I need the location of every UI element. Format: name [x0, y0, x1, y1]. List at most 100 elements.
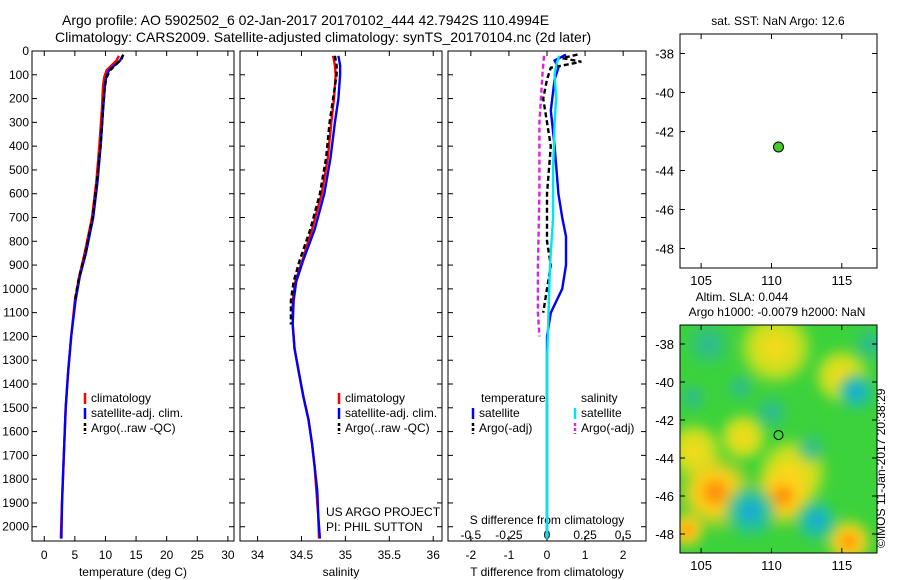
difference-temperature-legend-label: Argo(-adj) — [479, 421, 532, 435]
difference-xtick-label: -2 — [466, 548, 477, 562]
sla_map-float-marker — [773, 430, 784, 441]
temperature-xtick-label: 5 — [72, 548, 79, 562]
difference-stick-label: 0.25 — [573, 528, 597, 542]
sst_map-ytick-label: -38 — [655, 47, 674, 62]
temperature-xtick-label: 30 — [221, 548, 235, 562]
sla-heatmap-cell — [680, 510, 708, 551]
sst_map-ytick-label: -46 — [655, 203, 674, 218]
sla-heatmap-cell — [720, 481, 781, 542]
salinity-annotation-pi: PI: PHIL SUTTON — [326, 520, 423, 534]
sla-heatmap-cell — [735, 325, 816, 388]
difference-temperature-legend-label: satellite — [479, 406, 520, 420]
temperature-ytick-label: 1800 — [2, 472, 29, 486]
temperature-ytick-label: 100 — [9, 68, 29, 82]
difference-stick-label: 0.5 — [615, 528, 632, 542]
sla_map-ytick-label: -46 — [655, 489, 674, 504]
series-line-salinity-satellite — [545, 55, 561, 539]
temperature-legend-label: climatology — [91, 391, 151, 405]
salinity-legend-label: climatology — [345, 391, 405, 405]
temperature-ytick-label: 900 — [9, 258, 29, 272]
temperature-ytick-label: 1400 — [2, 377, 29, 391]
sla-heatmap-cell — [751, 392, 792, 433]
sla-heatmap-cell — [849, 325, 877, 364]
temperature-ytick-label: 1500 — [2, 401, 29, 415]
salinity-legend-label: satellite-adj. clim. — [345, 406, 437, 420]
temperature-ytick-label: 1700 — [2, 448, 29, 462]
difference-salinity-legend-label: satellite — [581, 406, 622, 420]
temperature-xlabel: temperature (deg C) — [79, 565, 187, 579]
salinity-xtick-label: 35 — [339, 548, 353, 562]
temperature-ytick-label: 1600 — [2, 425, 29, 439]
salinity-xtick-label: 34.5 — [290, 548, 314, 562]
sla_map-xtick-label: 115 — [831, 558, 852, 573]
series-line-salinity-argo-adj- — [536, 55, 546, 337]
series-line-argo-raw-qc- — [289, 55, 338, 325]
salinity-legend-label: Argo(..raw -QC) — [345, 421, 430, 435]
temperature-ytick-label: 300 — [9, 115, 29, 129]
temperature-xtick-label: 10 — [99, 548, 113, 562]
sla_map-ytick-label: -42 — [655, 413, 674, 428]
difference-legend-salinity-title: salinity — [581, 391, 618, 405]
salinity-xtick-label: 36 — [427, 548, 441, 562]
sst_map-ytick-label: -42 — [655, 125, 674, 140]
sla_map-ytick-label: -38 — [655, 337, 674, 352]
figure-title-line2: Climatology: CARS2009. Satellite-adjuste… — [55, 29, 592, 45]
sst_map-float-marker — [772, 141, 784, 153]
sla-map-title-line1: Altim. SLA: 0.044 — [696, 290, 789, 304]
salinity-xtick-label: 34 — [251, 548, 265, 562]
temperature-frame — [31, 50, 235, 542]
difference-xtick-label: 1 — [582, 548, 589, 562]
sst-map-title: sat. SST: NaN Argo: 12.6 — [711, 14, 845, 28]
sst_map-ytick-label: -44 — [655, 164, 674, 179]
sst_map-xtick-label: 110 — [761, 273, 782, 288]
temperature-ytick-label: 800 — [9, 234, 29, 248]
temperature-ytick-label: 1200 — [2, 329, 29, 343]
sla_map-ytick-label: -40 — [655, 375, 674, 390]
temperature-ytick-label: 1000 — [2, 282, 29, 296]
sst_map-frame — [679, 33, 878, 269]
temperature-ytick-label: 400 — [9, 139, 29, 153]
temperature-legend-label: Argo(..raw -QC) — [91, 421, 176, 435]
series-line-climatology — [59, 55, 120, 539]
temperature-ytick-label: 200 — [9, 92, 29, 106]
temperature-ytick-label: 600 — [9, 187, 29, 201]
difference-xtick-label: -1 — [504, 548, 515, 562]
temperature-xtick-label: 0 — [41, 548, 48, 562]
series-line-argo-raw-qc- — [73, 54, 125, 302]
sla_map-ytick-label: -48 — [655, 527, 674, 542]
temperature-ytick-label: 2000 — [2, 520, 29, 534]
sla-heatmap-cell — [792, 430, 829, 467]
difference-xtick-label: 0 — [544, 548, 551, 562]
temperature-ytick-label: 1900 — [2, 496, 29, 510]
difference-stick-label: -0.25 — [495, 528, 523, 542]
temperature-ytick-label: 1100 — [3, 306, 29, 320]
sla-heatmap-cell — [680, 381, 709, 414]
sla_map-xtick-label: 110 — [761, 558, 782, 573]
sst_map-ytick-label: -40 — [655, 86, 674, 101]
salinity-xtick-label: 35.5 — [378, 548, 402, 562]
temperature-xtick-label: 20 — [160, 548, 174, 562]
sla-heatmap-field — [680, 325, 877, 553]
sst_map-ytick-label: -48 — [655, 242, 674, 257]
sst_map-xtick-label: 115 — [831, 273, 852, 288]
sla-map-title-line2: Argo h1000: -0.0079 h2000: NaN — [689, 305, 866, 319]
difference-salinity-legend-label: Argo(-adj) — [581, 421, 634, 435]
sla-heatmap-cell — [682, 325, 735, 370]
difference-stick-label: -0.5 — [461, 528, 482, 542]
sla-heatmap-cell — [833, 369, 877, 414]
sst_map-xtick-label: 105 — [690, 273, 712, 288]
temperature-xtick-label: 25 — [191, 548, 205, 562]
temperature-legend-label: satellite-adj. clim. — [91, 406, 183, 420]
salinity-annotation-project: US ARGO PROJECT — [326, 505, 441, 519]
series-line-satellite-adj-clim- — [60, 55, 124, 539]
sla_map-ytick-label: -44 — [655, 451, 674, 466]
difference-xlabel: T difference from climatology — [470, 565, 624, 579]
figure-title-line1: Argo profile: AO 5902502_6 02-Jan-2017 2… — [62, 12, 550, 28]
temperature-ytick-label: 700 — [9, 211, 29, 225]
sla-heatmap-cell — [792, 496, 841, 545]
difference-xtick-label: 2 — [620, 548, 627, 562]
temperature-ytick-label: 1300 — [2, 353, 29, 367]
temperature-xtick-label: 15 — [129, 548, 143, 562]
sla_map-xtick-label: 105 — [690, 558, 712, 573]
